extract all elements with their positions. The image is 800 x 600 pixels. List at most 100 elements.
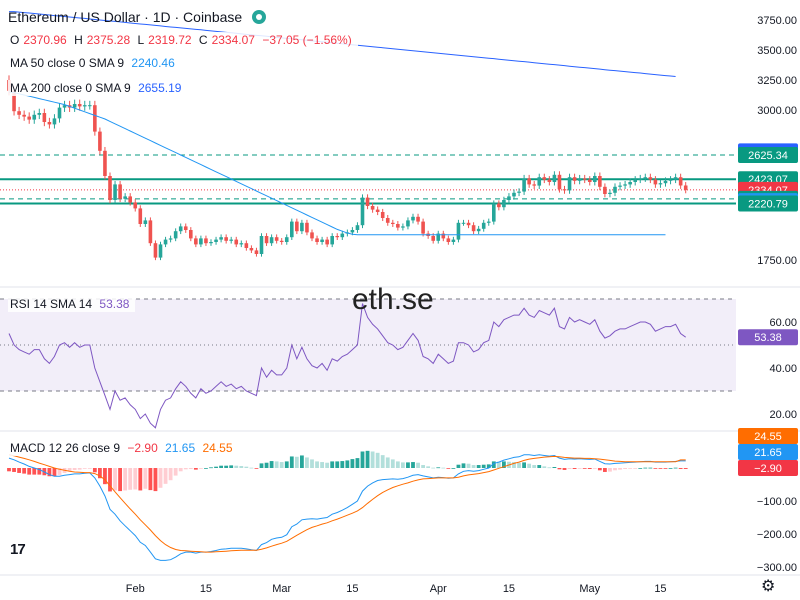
macd-hist-bar	[259, 463, 264, 468]
macd-hist-bar	[118, 468, 122, 492]
candle-body	[421, 221, 425, 234]
candle-body	[305, 222, 309, 233]
macd-hist-bar	[234, 465, 239, 468]
candle-body	[108, 176, 112, 200]
rsi-tag-label: 53.38	[754, 332, 782, 344]
price-tick-label: 1750.00	[757, 255, 797, 267]
rsi-legend[interactable]: RSI 14 SMA 14 53.38	[8, 296, 136, 312]
close-value: 2334.07	[211, 33, 255, 47]
candle-body	[456, 222, 461, 240]
macd-hist-bar	[264, 462, 269, 468]
candle-body	[98, 131, 102, 151]
macd-hist-bar	[244, 466, 249, 468]
candle-body	[118, 184, 122, 199]
macd-hist-bar	[638, 468, 643, 469]
macd-line	[8, 454, 686, 561]
macd-hist-bar	[204, 468, 208, 469]
macd-hist-bar	[547, 467, 552, 469]
time-axis-label: May	[579, 583, 600, 595]
settings-gear-icon[interactable]: ⚙	[761, 578, 776, 595]
candle-body	[411, 216, 415, 221]
candle-body	[234, 239, 239, 245]
ma50-legend[interactable]: MA 50 close 0 SMA 9 2240.46	[8, 55, 181, 71]
macd-hist-bar	[199, 468, 203, 469]
macd-tag	[738, 444, 798, 460]
macd-legend[interactable]: MACD 12 26 close 9 −2.90 21.65 24.55	[8, 440, 239, 456]
macd-hist-bar	[289, 456, 294, 468]
ma200-legend[interactable]: MA 200 close 0 SMA 9 2655.19	[8, 80, 188, 96]
candle-body	[103, 150, 107, 176]
candle-body	[62, 105, 67, 108]
macd-hist-bar	[502, 461, 506, 468]
macd-hist-bar	[476, 465, 481, 468]
candle-body	[189, 230, 193, 239]
candle-body	[567, 177, 572, 191]
time-axis-label: 15	[200, 583, 212, 595]
macd-tag-label: −2.90	[754, 463, 782, 475]
candle-body	[133, 202, 138, 209]
macd-hist-bar	[320, 462, 324, 468]
macd-hist-bar	[123, 468, 128, 491]
candle-body	[492, 203, 496, 222]
macd-hist-bar	[224, 465, 229, 468]
macd-hist-bar	[219, 465, 223, 468]
ma50-line	[8, 91, 666, 236]
candle-body	[562, 189, 567, 191]
open-value: 2370.96	[23, 33, 67, 47]
candle-body	[668, 179, 673, 181]
rsi-label: RSI 14 SMA 14	[10, 297, 93, 311]
candle-body	[12, 90, 16, 112]
candle-body	[315, 238, 319, 242]
macd-hist-bar	[325, 462, 330, 468]
candle-body	[582, 178, 587, 180]
macd-tick-label: −300.00	[757, 562, 797, 574]
macd-hist-bar	[330, 461, 335, 468]
tradingview-logo[interactable]: 17	[10, 541, 26, 558]
macd-hist-bar	[87, 468, 92, 469]
candle-body	[507, 196, 511, 200]
macd-hist-bar	[214, 466, 218, 468]
macd-hist-bar	[108, 468, 112, 492]
candle-body	[416, 216, 420, 222]
candle-body	[385, 218, 390, 223]
ma50-label: MA 50 close 0 SMA 9	[10, 56, 125, 70]
candle-body	[300, 222, 304, 232]
macd-hist-bar	[32, 468, 37, 475]
macd-hist-bar	[522, 462, 526, 468]
macd-hist-bar	[37, 468, 42, 475]
candle-body	[279, 240, 284, 242]
macd-hist-bar	[305, 457, 309, 468]
candle-body	[436, 233, 441, 241]
macd-hist-bar	[103, 468, 107, 485]
macd-hist-bar	[294, 456, 299, 468]
macd-hist-bar	[72, 468, 77, 470]
candle-body	[37, 113, 42, 115]
macd-hist-bar	[82, 468, 87, 469]
time-axis-label: Apr	[430, 583, 447, 595]
macd-hist-bar	[481, 464, 486, 468]
candle-body	[22, 114, 26, 117]
rsi-tag	[738, 329, 798, 346]
candle-body	[178, 226, 183, 232]
macd-hist-bar	[426, 466, 431, 468]
macd-hist-bar	[532, 465, 537, 468]
macd-hist-bar	[628, 468, 633, 469]
candle-body	[608, 192, 612, 194]
candle-body	[254, 250, 259, 254]
candle-body	[618, 185, 622, 187]
candle-body	[522, 178, 526, 192]
candle-body	[355, 225, 360, 230]
candle-body	[593, 176, 597, 182]
candle-body	[370, 206, 375, 210]
macd-hist-bar	[229, 465, 234, 468]
candle-body	[340, 233, 345, 238]
candle-body	[290, 221, 294, 238]
macd-label: MACD 12 26 close 9	[10, 441, 121, 455]
candle-body	[517, 191, 521, 193]
ohlc-legend: O 2370.96 H 2375.28 L 2319.72 C 2334.07 −37.…	[8, 32, 358, 48]
macd-hist-bar	[390, 459, 395, 468]
candle-body	[335, 236, 340, 238]
macd-hist-bar	[496, 461, 501, 468]
candle-body	[259, 236, 264, 254]
